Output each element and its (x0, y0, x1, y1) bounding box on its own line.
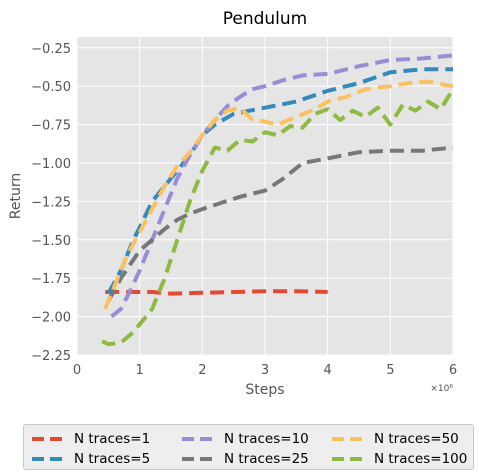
y-tick-label: −2.25 (31, 349, 71, 364)
legend-swatch (182, 437, 214, 441)
x-tick-label: 2 (198, 363, 206, 378)
y-tick-label: −0.25 (31, 42, 71, 57)
x-scale-label: ×10⁶ (430, 384, 453, 394)
chart-title: Pendulum (223, 9, 308, 29)
legend-item: N traces=10 (180, 431, 309, 447)
x-tick-label: 0 (73, 363, 81, 378)
series-line-5 (103, 79, 454, 310)
y-tick-label: −1.00 (31, 157, 71, 172)
legend-label: N traces=100 (374, 451, 468, 467)
legend-label: N traces=1 (74, 431, 151, 447)
x-tick-labels: 0 1 2 3 4 5 6 (73, 363, 457, 378)
y-tick-labels: −2.25 −2.00 −1.75 −1.50 −1.25 −1.00 −0.75 −0.50… (31, 42, 71, 364)
y-axis-label: Return (8, 173, 24, 219)
legend-label: N traces=10 (224, 431, 309, 447)
x-tick-label: 5 (386, 363, 394, 378)
x-tick-label: 3 (261, 363, 269, 378)
legend-item: N traces=25 (180, 451, 309, 467)
legend-label: N traces=5 (74, 451, 151, 467)
legend: N traces=1 N traces=5 N traces=10 N traces=… (23, 424, 474, 470)
series-line-3 (110, 53, 454, 319)
x-axis-label: Steps (245, 382, 284, 398)
y-tick-label: −0.75 (31, 119, 71, 134)
legend-swatch (32, 437, 64, 441)
legend-item: N traces=50 (330, 431, 459, 447)
series-line-1 (105, 289, 328, 296)
series-line-6 (101, 88, 455, 347)
legend-item: N traces=100 (330, 451, 467, 467)
x-tick-label: 6 (449, 363, 457, 378)
y-tick-label: −0.50 (31, 80, 71, 95)
y-tick-label: −1.75 (31, 272, 71, 287)
legend-swatch (332, 437, 364, 441)
legend-item: N traces=1 (30, 431, 150, 447)
series-line-2 (106, 67, 453, 295)
y-tick-label: −1.25 (31, 195, 71, 210)
legend-label: N traces=50 (374, 431, 459, 447)
legend-item: N traces=5 (30, 451, 150, 467)
x-tick-label: 1 (136, 363, 144, 378)
x-tick-label: 4 (324, 363, 332, 378)
series-lines (101, 53, 455, 347)
legend-swatch (32, 457, 64, 461)
y-tick-label: −1.50 (31, 234, 71, 249)
series-line-4 (106, 145, 454, 303)
chart: Pendulum 0 1 2 3 4 5 6 −2.25 −2.00 −1.75 −1.50 −1.… (8, 9, 457, 398)
legend-swatch (332, 457, 364, 461)
y-tick-label: −2.00 (31, 311, 71, 326)
legend-label: N traces=25 (224, 451, 309, 467)
legend-swatch (182, 457, 214, 461)
